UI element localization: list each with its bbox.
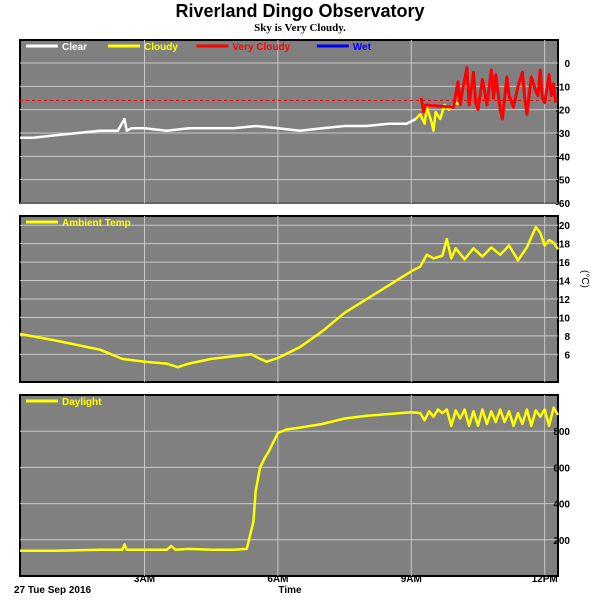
legend-entry: Cloudy	[144, 42, 178, 53]
y-tick-label: 600	[553, 463, 570, 474]
y-tick-label: 8	[564, 332, 570, 343]
x-tick-label: 6AM	[267, 574, 288, 585]
y-tick-label: 400	[553, 500, 570, 511]
y-tick-label: 20	[559, 221, 571, 232]
legend-entry: Clear	[62, 42, 87, 53]
x-tick-label: 3AM	[134, 574, 155, 585]
page-title: Riverland Dingo Observatory	[175, 1, 425, 21]
y-tick-label: -30	[556, 129, 571, 140]
legend-entry: Very Cloudy	[232, 42, 290, 53]
time-axis: 3AM 6AM 9AM 12PM	[134, 574, 558, 585]
y-tick-label: 200	[553, 536, 570, 547]
series-line-very-cloudy	[419, 66, 558, 121]
sky-temperature-panel: 0 -10 -20 -30 -40 -50 -60 Clear Cloudy Very Cloud…	[19, 39, 571, 210]
sky-status-subtitle: Sky is Very Cloudy.	[254, 22, 346, 34]
y-tick-label: -60	[556, 199, 571, 210]
y-tick-label: 14	[559, 277, 571, 288]
y-tick-label: -20	[556, 106, 571, 117]
series-line-daylight	[20, 406, 560, 552]
y-axis-unit-label: (°C)	[579, 270, 590, 288]
ambient-temperature-panel: 6 8 10 12 14 16 18 20 (°C) Ambient Temp	[19, 215, 590, 383]
legend-entry: Ambient Temp	[62, 218, 131, 229]
x-axis-label: Time	[278, 585, 302, 596]
y-tick-label: 0	[564, 59, 570, 70]
series-line-clear	[20, 117, 417, 139]
y-tick-label: -10	[556, 82, 571, 93]
legend-entry: Wet	[353, 42, 372, 53]
date-label: 27 Tue Sep 2016	[14, 585, 92, 596]
y-tick-label: -40	[556, 152, 571, 163]
series-line-ambient-temp	[19, 225, 560, 369]
y-tick-label: 800	[553, 427, 570, 438]
y-tick-label: 16	[559, 258, 571, 269]
plot-area	[19, 39, 559, 204]
y-tick-label: 12	[559, 295, 571, 306]
y-tick-label: 6	[564, 350, 570, 361]
x-tick-label: 9AM	[401, 574, 422, 585]
legend-entry: Daylight	[62, 397, 102, 408]
daylight-panel: 200 400 600 800 Daylight	[19, 394, 570, 577]
y-tick-label: 18	[559, 240, 571, 251]
y-tick-label: -50	[556, 176, 571, 187]
y-tick-label: 10	[559, 313, 571, 324]
x-tick-label: 12PM	[532, 574, 558, 585]
